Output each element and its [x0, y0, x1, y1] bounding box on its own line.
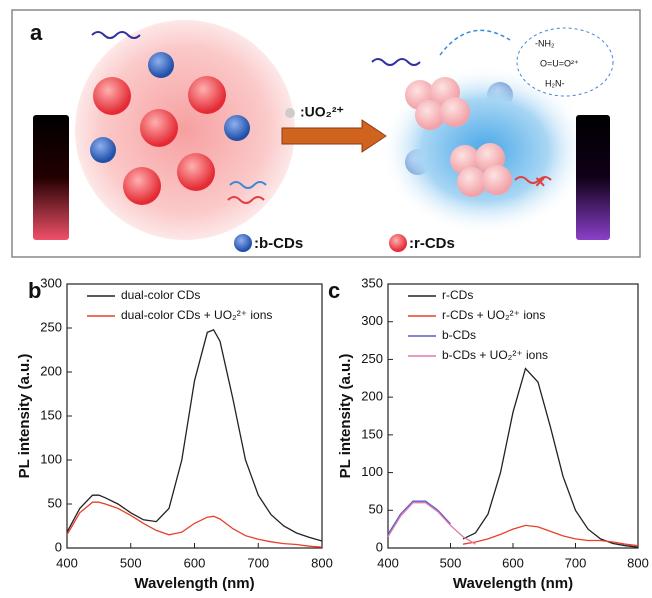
y-tick-label: 250: [40, 319, 62, 334]
x-axis-label: Wavelength (nm): [134, 575, 254, 592]
x-tick-label: 800: [311, 555, 333, 570]
x-tick-label: 600: [184, 555, 206, 570]
r-cd-spheres: [93, 76, 226, 205]
vial: [33, 115, 69, 240]
legend-text: dual-color CDs + UO₂²⁺ ions: [121, 308, 272, 322]
x-tick-label: 600: [502, 555, 524, 570]
wave: [91, 31, 141, 39]
wave: [227, 196, 265, 204]
inset: [516, 27, 614, 97]
legend-text: :r-CDs: [409, 235, 455, 252]
y-tick-label: 350: [361, 275, 383, 290]
x-tick-label: 400: [56, 555, 78, 570]
y-tick-label: 50: [369, 502, 383, 517]
inset-text: -NH₂: [535, 38, 555, 48]
series-line: [66, 501, 323, 548]
panel-label: b: [28, 278, 41, 303]
panel-label: a: [30, 20, 43, 45]
y-tick-label: 100: [361, 464, 383, 479]
y-tick-label: 0: [55, 539, 62, 554]
series-line: [387, 500, 451, 535]
x-tick-label: 700: [565, 555, 587, 570]
plot-frame: [387, 283, 639, 549]
arrow: [281, 119, 387, 153]
x-tick-label: 400: [377, 555, 399, 570]
y-axis-label: PL intensity (a.u.): [16, 354, 33, 479]
aggregates: [405, 77, 512, 197]
legend-text: :b-CDs: [254, 235, 303, 252]
wave: [229, 181, 267, 189]
legend-text: r-CDs: [442, 288, 473, 302]
legend-swatch: [389, 234, 407, 252]
reagent-dot: [285, 108, 295, 118]
plot-frame: [66, 283, 323, 549]
y-tick-label: 150: [361, 426, 383, 441]
series-line: [462, 524, 639, 547]
red-glow: [75, 20, 295, 240]
y-tick-label: 50: [48, 495, 62, 510]
wave: [371, 58, 421, 66]
inset-text: O=U=O²⁺: [540, 58, 579, 68]
y-tick-label: 100: [40, 451, 62, 466]
callout: [439, 29, 511, 56]
wave: [514, 176, 552, 184]
x-tick-label: 500: [440, 555, 462, 570]
legend-swatch: [234, 234, 252, 252]
series-line: [387, 502, 476, 545]
y-tick-label: 300: [361, 313, 383, 328]
legend-text: dual-color CDs: [121, 288, 200, 302]
vial: [576, 115, 610, 240]
y-tick-label: 200: [361, 389, 383, 404]
series-line: [66, 328, 323, 542]
cross: ×: [535, 172, 546, 192]
x-tick-label: 700: [247, 555, 269, 570]
legend-text: b-CDs + UO₂²⁺ ions: [442, 348, 548, 362]
legend-text: r-CDs + UO₂²⁺ ions: [442, 308, 545, 322]
y-tick-label: 200: [40, 363, 62, 378]
y-tick-label: 300: [40, 275, 62, 290]
y-tick-label: 150: [40, 407, 62, 422]
panel-label: c: [328, 278, 340, 303]
x-tick-label: 500: [120, 555, 142, 570]
y-tick-label: 250: [361, 351, 383, 366]
x-axis-label: Wavelength (nm): [453, 575, 573, 592]
series-line: [462, 367, 639, 548]
inset-text: H₂N-: [545, 78, 565, 88]
y-tick-label: 0: [376, 539, 383, 554]
reagent-label: :UO₂²⁺: [300, 104, 344, 120]
x-tick-label: 800: [627, 555, 649, 570]
legend-text: b-CDs: [442, 328, 476, 342]
panel-a: a :UO₂²⁺ × -NH₂ O=U=O²⁺ H₂N-: [11, 9, 641, 258]
y-axis-label: PL intensity (a.u.): [337, 354, 354, 479]
